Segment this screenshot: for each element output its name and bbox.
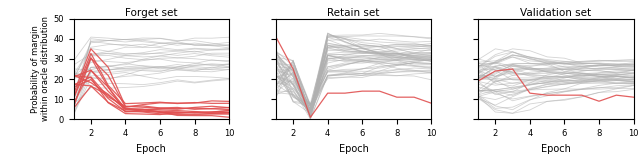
- Y-axis label: Probability of margin
within oracle distribution: Probability of margin within oracle dist…: [31, 16, 51, 122]
- X-axis label: Epoch: Epoch: [339, 144, 369, 154]
- X-axis label: Epoch: Epoch: [541, 144, 571, 154]
- Title: Validation set: Validation set: [520, 8, 591, 18]
- Title: Forget set: Forget set: [125, 8, 178, 18]
- X-axis label: Epoch: Epoch: [136, 144, 166, 154]
- Title: Retain set: Retain set: [328, 8, 380, 18]
